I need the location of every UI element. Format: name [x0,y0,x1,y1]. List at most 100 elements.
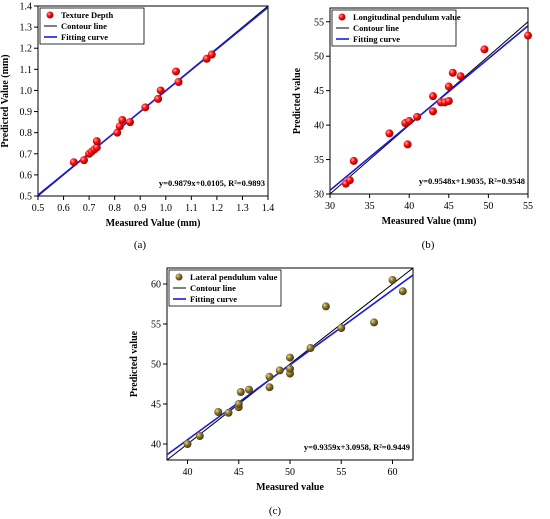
legend-label: Contour line [353,23,399,33]
legend-label: Texture Depth [61,10,113,20]
x-tick-label: 1.3 [236,203,249,214]
y-tick-label: 0.6 [20,170,33,181]
data-point [370,318,379,327]
legend-label: Contour line [61,21,107,31]
y-tick-label: 1.2 [20,44,33,55]
regression-equation: y=0.9548x+1.9035, R²=0.9548 [419,176,525,186]
x-axis-label: Measured Value (mm) [382,216,477,227]
legend-label: Longitudinal pendulum value [353,12,461,22]
data-point [428,92,437,101]
x-tick-label: 0.5 [32,203,45,214]
data-point [388,276,397,284]
x-tick-label: 45 [444,201,454,212]
panel-a: 0.5 0.6 0.7 0.8 0.9 1.0 1.1 1.2 1.3 1.4 0.5 0.6 0.7 0… [0,2,274,252]
x-tick-label: 30 [325,201,335,212]
y-tick-label: 50 [151,360,161,371]
data-point [174,78,183,86]
fitting-curve [330,25,528,191]
x-tick-label: 0.8 [108,203,121,214]
x-tick-label: 0.7 [83,203,96,214]
data-point [245,385,253,394]
y-tick-label: 1.3 [20,23,33,34]
data-point [236,388,245,396]
legend-marker-points [175,273,183,281]
x-tick-label: 1.0 [160,203,173,214]
data-point [456,72,465,81]
data-point [275,366,284,375]
data-point [156,86,165,95]
x-tick-label: 40 [404,201,414,212]
x-tick-label: 1.2 [211,203,224,214]
legend-marker-points [46,11,54,19]
data-point [234,400,243,408]
data-point [214,408,223,416]
y-axis-label: Predicted value [292,67,303,134]
legend-label: Fitting curve [190,294,237,304]
legend-box [331,9,457,47]
y-tick-label: 40 [314,121,324,132]
y-axis-label: Predicted value [129,330,140,397]
x-tick-label: 60 [388,467,398,478]
x-tick-label: 1.4 [262,203,275,214]
data-point [92,137,101,146]
data-point [405,116,414,125]
legend-label: Fitting curve [61,32,108,42]
data-point [141,103,150,112]
data-point [286,364,294,373]
data-point [403,140,412,149]
x-tick-label: 50 [483,201,493,212]
x-tick-label: 50 [285,467,295,478]
regression-equation: y=0.9359x+3.0958, R²=0.9449 [304,442,410,452]
y-tick-label: 45 [151,400,161,411]
x-tick-label: 0.9 [134,203,147,214]
x-axis-label: Measured value [256,482,324,493]
data-point [448,68,457,77]
data-point [337,324,346,332]
line-layer [330,21,528,194]
y-tick-label: 55 [314,17,324,28]
y-axis-label: Predicted Value (mm) [0,54,11,147]
legend-label: Lateral pendulum value [190,272,278,282]
data-point [349,156,358,165]
data-point [207,50,216,59]
data-point [113,128,122,137]
data-point [265,372,274,381]
y-tick-label: 0.5 [20,192,33,203]
data-point [480,45,489,54]
y-tick-label: 60 [151,280,161,291]
y-tick-label: 35 [314,155,324,166]
regression-equation: y=0.9879x+0.0105, R²=0.9893 [159,178,265,188]
data-point [321,302,330,311]
y-tick-label: 0.7 [20,149,33,160]
data-point [224,408,233,417]
panel-b: 30 35 40 45 50 55 30 35 40 45 50 55 Measured Value (… [292,7,533,251]
data-point [92,143,101,152]
data-point [126,118,134,127]
data-point [154,94,163,103]
y-tick-label: 50 [314,52,324,63]
data-point [444,97,453,105]
y-tick-label: 55 [151,320,161,331]
x-tick-label: 55 [336,467,346,478]
x-axis-label: Measured Value (mm) [106,218,201,229]
data-point [183,440,192,448]
data-point [115,122,124,131]
data-point [80,156,88,165]
legend-marker-points [338,13,346,21]
data-point [195,432,204,440]
panel-caption: (b) [422,239,435,251]
data-point [524,31,532,40]
data-point [265,383,274,392]
data-point [398,287,407,296]
data-point [385,129,394,138]
legend-label: Contour line [190,283,236,293]
panel-caption: (c) [269,505,282,517]
legend-label: Fitting curve [353,34,400,44]
data-point [345,176,354,185]
x-tick-label: 1.1 [185,203,198,214]
data-point [413,112,422,121]
y-tick-label: 40 [151,440,161,451]
y-tick-label: 1.0 [20,86,33,97]
panel-caption: (a) [134,239,147,251]
